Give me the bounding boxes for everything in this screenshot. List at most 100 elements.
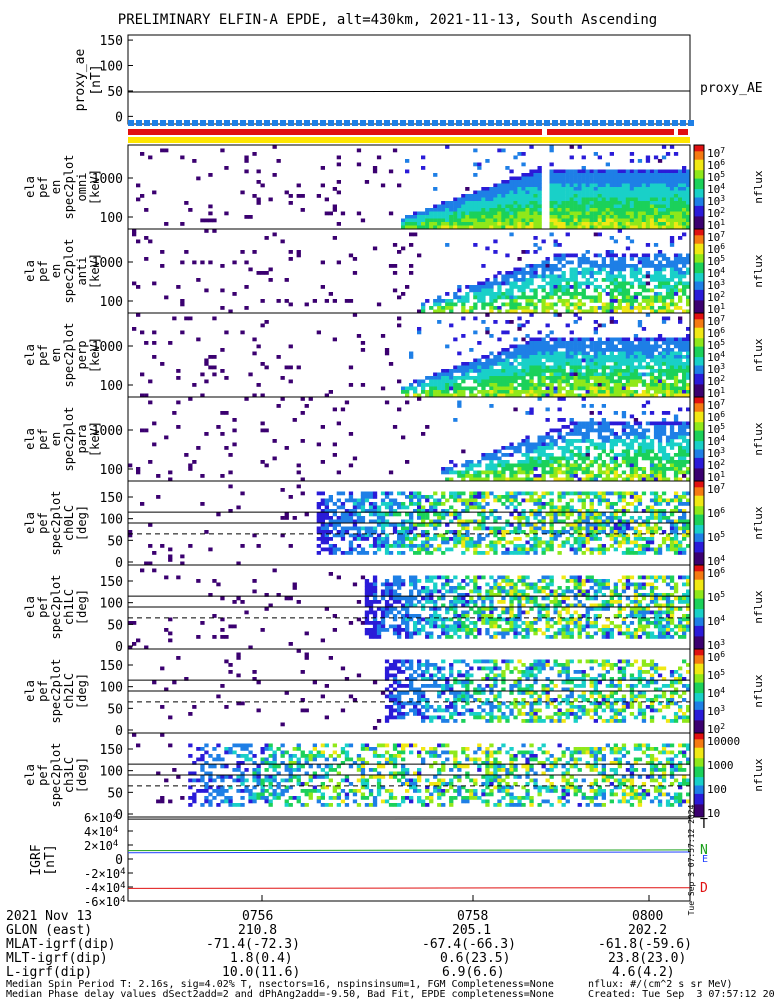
spectrogram-pixel bbox=[525, 320, 530, 324]
colorbar-cell-3 bbox=[694, 363, 704, 366]
spectrogram-pixel bbox=[529, 512, 534, 517]
spectrogram-pixel bbox=[324, 502, 329, 506]
spectrogram-pixel bbox=[613, 197, 618, 202]
spectrogram-pixel bbox=[489, 509, 494, 513]
spectrogram-pixel bbox=[545, 365, 550, 370]
spectrogram-pixel bbox=[641, 327, 647, 331]
spectrogram-pixel bbox=[589, 369, 594, 373]
spectrogram-pixel bbox=[533, 442, 538, 447]
spectrogram-pixel bbox=[678, 386, 683, 391]
spectrogram-pixel bbox=[629, 253, 635, 258]
spectrogram-pixel bbox=[388, 470, 394, 475]
spectrogram-pixel bbox=[686, 453, 691, 457]
spectrogram-pixel bbox=[397, 502, 402, 506]
spectrogram-pixel bbox=[601, 404, 606, 408]
spectrogram-pixel bbox=[649, 194, 655, 198]
spectrogram-pixel bbox=[501, 222, 506, 226]
spectrogram-pixel bbox=[461, 197, 466, 202]
spectrogram-pixel bbox=[686, 176, 691, 181]
spectrogram-pixel bbox=[437, 299, 442, 303]
spectrogram-pixel bbox=[657, 253, 663, 258]
spectrogram-pixel bbox=[686, 432, 691, 436]
spectrogram-pixel bbox=[565, 383, 570, 387]
spectrogram-pixel bbox=[545, 512, 550, 517]
spectrogram-pixel bbox=[661, 180, 667, 184]
spectrogram-pixel bbox=[316, 537, 321, 541]
spectrogram-pixel bbox=[589, 537, 594, 541]
status-blue-seg bbox=[184, 120, 190, 126]
spectrogram-pixel bbox=[553, 257, 558, 261]
spectrogram-pixel bbox=[461, 211, 466, 216]
spectrogram-pixel bbox=[445, 208, 450, 212]
spectrogram-pixel bbox=[678, 432, 683, 436]
spectrogram-pixel bbox=[565, 306, 570, 310]
spectrogram-pixel bbox=[541, 337, 546, 342]
spectrogram-pixel bbox=[477, 201, 482, 205]
colorbar-cell-3 bbox=[694, 346, 704, 350]
colorbar-cell-4 bbox=[694, 441, 704, 444]
spectrogram-pixel bbox=[589, 271, 594, 275]
spectrogram-pixel bbox=[340, 512, 346, 517]
spectrogram-pixel bbox=[360, 547, 366, 552]
spectrogram-pixel bbox=[505, 477, 510, 482]
spectrogram-pixel bbox=[569, 337, 574, 342]
spectrogram-pixel bbox=[457, 516, 462, 520]
spectrogram-pixel bbox=[589, 509, 594, 513]
spectrogram-pixel bbox=[332, 547, 337, 552]
spectrogram-pixel bbox=[669, 208, 675, 212]
spectrogram-pixel bbox=[384, 533, 390, 538]
spectrogram-pixel bbox=[457, 218, 462, 223]
spectrogram-pixel bbox=[204, 379, 209, 384]
spectrogram-pixel bbox=[537, 365, 542, 370]
spectrogram-pixel bbox=[493, 519, 498, 524]
spectrogram-pixel bbox=[609, 467, 614, 471]
spectrogram-pixel bbox=[629, 152, 635, 156]
spectrogram-pixel bbox=[545, 260, 550, 265]
spectrogram-pixel bbox=[682, 383, 687, 387]
spectrogram-pixel bbox=[609, 225, 614, 230]
colorbar-cell-1 bbox=[694, 222, 704, 226]
colorbar-cell-2 bbox=[694, 281, 704, 284]
spectrogram-pixel bbox=[461, 362, 466, 366]
spectrogram-pixel bbox=[682, 292, 687, 296]
spectrogram-pixel bbox=[673, 533, 679, 538]
colorbar-cell-2 bbox=[694, 283, 704, 287]
spectrogram-pixel bbox=[557, 383, 562, 387]
spectrogram-pixel bbox=[497, 204, 502, 209]
spectrogram-pixel bbox=[609, 533, 614, 538]
spectrogram-pixel bbox=[629, 190, 635, 195]
spectrogram-pixel bbox=[521, 467, 526, 471]
spectrogram-pixel bbox=[469, 369, 474, 373]
spectrogram-pixel bbox=[633, 467, 639, 471]
spectrogram-pixel bbox=[569, 432, 574, 436]
spectrogram-pixel bbox=[409, 243, 414, 247]
spectrogram-pixel bbox=[533, 547, 538, 552]
spectrogram-pixel bbox=[168, 558, 173, 562]
spectrogram-pixel bbox=[597, 491, 602, 496]
spectrogram-pixel bbox=[473, 505, 478, 510]
spectrogram-pixel bbox=[653, 470, 659, 475]
colorbar-cell-3 bbox=[694, 329, 704, 333]
spectrogram-pixel bbox=[601, 477, 606, 482]
spectrogram-pixel bbox=[621, 253, 627, 258]
spectrogram-pixel bbox=[501, 292, 506, 296]
spectrogram-pixel bbox=[561, 495, 566, 499]
spectrogram-pixel bbox=[593, 204, 598, 209]
spectrogram-pixel bbox=[565, 470, 570, 475]
spectrogram-pixel bbox=[561, 218, 566, 223]
spectrogram-pixel bbox=[661, 274, 667, 279]
spectrogram-pixel bbox=[625, 180, 631, 184]
spectrogram-pixel bbox=[477, 463, 482, 468]
spectrogram-pixel bbox=[501, 295, 506, 300]
spectrogram-pixel bbox=[569, 222, 574, 226]
spectrogram-pixel bbox=[557, 267, 562, 272]
spectrogram-pixel bbox=[661, 218, 667, 223]
spectrogram-pixel bbox=[453, 544, 458, 548]
spectrogram-pixel bbox=[581, 288, 586, 293]
spectrogram-pixel bbox=[665, 421, 671, 426]
spectrogram-pixel bbox=[629, 551, 635, 555]
spectrogram-pixel bbox=[509, 540, 514, 545]
spectrogram-pixel bbox=[469, 386, 474, 391]
spectrogram-pixel bbox=[597, 187, 602, 191]
spectrogram-pixel bbox=[625, 211, 631, 216]
